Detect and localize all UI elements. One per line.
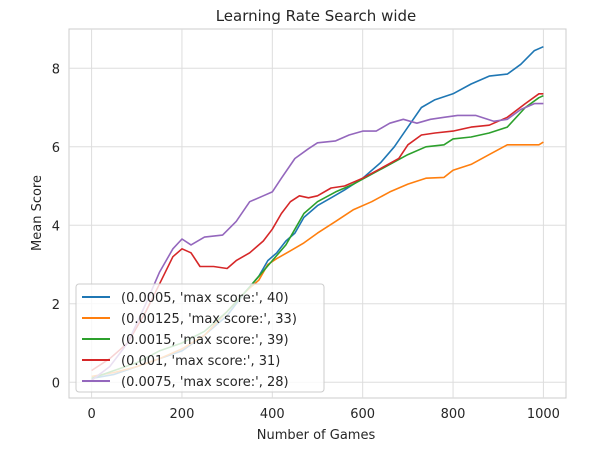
chart-title: Learning Rate Search wide [216,7,417,25]
legend-label: (0.001, 'max score:', 31) [121,354,280,369]
x-axis-ticks: 0 200 400 600 800 1000 [87,407,560,422]
legend-label: (0.0005, 'max score:', 40) [121,291,289,306]
x-tick-label: 200 [170,407,195,422]
legend-box [75,283,325,393]
legend-label: (0.00125, 'max score:', 33) [121,312,297,327]
series-line-5 [91,102,544,381]
legend-label: (0.0015, 'max score:', 39) [121,333,289,348]
y-tick-label: 0 [52,376,60,391]
legend-label: (0.0075, 'max score:', 28) [121,375,289,390]
x-tick-label: 800 [441,407,466,422]
y-tick-label: 2 [52,298,60,313]
x-tick-label: 1000 [527,407,560,422]
y-axis-label: Mean Score [30,175,45,251]
y-tick-label: 8 [52,62,60,77]
x-tick-label: 0 [87,407,95,422]
x-tick-label: 400 [260,407,285,422]
y-tick-label: 6 [52,141,60,156]
series-line-4 [91,93,544,372]
y-tick-label: 4 [52,219,60,234]
y-axis-ticks: 0 2 4 6 8 [52,62,60,391]
legend: (0.0005, 'max score:', 40) (0.00125, 'max… [75,283,325,393]
x-axis-label: Number of Games [257,428,376,443]
x-tick-label: 600 [350,407,375,422]
